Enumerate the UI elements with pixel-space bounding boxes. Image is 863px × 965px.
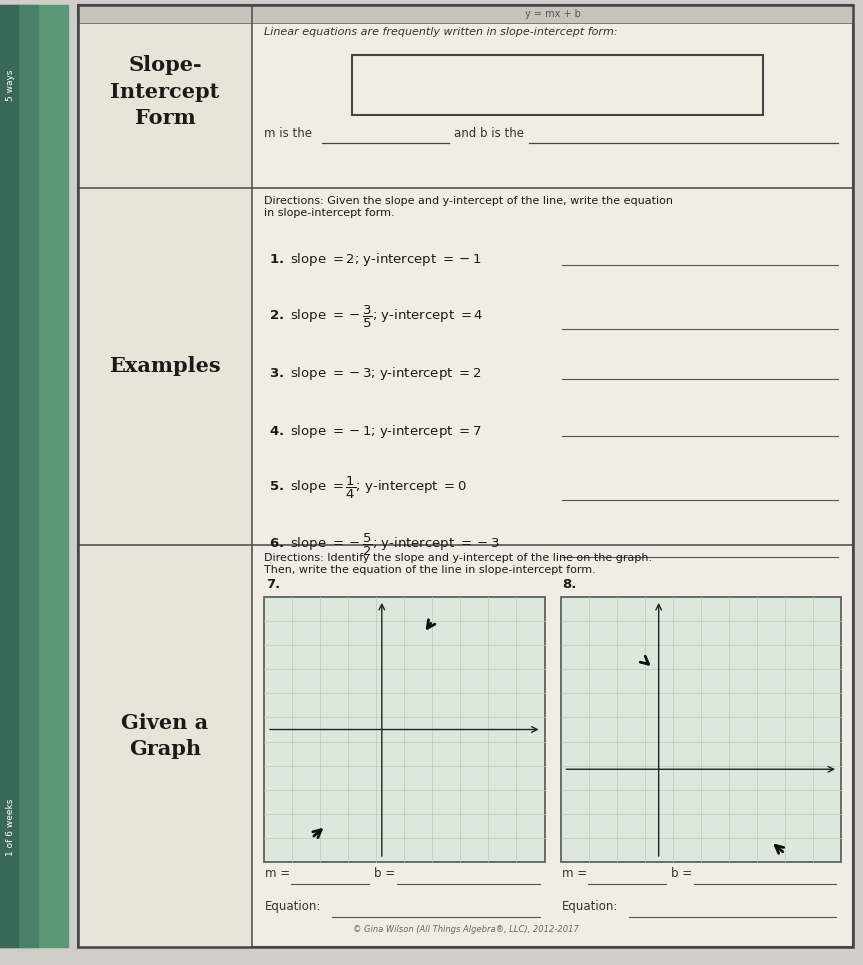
Text: m is the: m is the: [264, 127, 312, 140]
Text: $\mathbf{2.}$ slope $= -\dfrac{3}{5}$; y-intercept $= 4$: $\mathbf{2.}$ slope $= -\dfrac{3}{5}$; y…: [269, 304, 483, 330]
Text: $\mathbf{4.}$ slope $= -1$; y-intercept $= 7$: $\mathbf{4.}$ slope $= -1$; y-intercept …: [269, 423, 482, 439]
Text: Given a
Graph: Given a Graph: [122, 713, 209, 759]
Text: Equation:: Equation:: [265, 900, 321, 913]
Text: Linear equations are frequently written in slope-intercept form:: Linear equations are frequently written …: [264, 27, 618, 37]
Text: 5 ways: 5 ways: [5, 69, 15, 100]
Bar: [78, 5, 853, 947]
Text: 1 of 6 weeks: 1 of 6 weeks: [5, 798, 15, 856]
Text: $\mathbf{3.}$ slope $= -3$; y-intercept $= 2$: $\mathbf{3.}$ slope $= -3$; y-intercept …: [269, 366, 482, 382]
Text: Examples: Examples: [110, 356, 221, 376]
Bar: [264, 597, 545, 862]
Text: Slope-
Intercept
Form: Slope- Intercept Form: [110, 55, 219, 128]
Bar: [78, 5, 252, 188]
Text: © Gina Wilson (All Things Algebra®, LLC), 2012-2017: © Gina Wilson (All Things Algebra®, LLC)…: [353, 924, 578, 933]
Bar: [352, 55, 763, 115]
Text: b =: b =: [374, 867, 395, 880]
Text: m =: m =: [265, 867, 290, 880]
Bar: [78, 5, 853, 23]
Text: Directions: Identify the slope and y-intercept of the line on the graph.
Then, w: Directions: Identify the slope and y-int…: [264, 553, 652, 574]
Text: m =: m =: [562, 867, 587, 880]
Text: $\mathbf{1.}$ slope $= 2$; y-intercept $= -1$: $\mathbf{1.}$ slope $= 2$; y-intercept $…: [269, 252, 482, 268]
Text: y = mx + b: y = mx + b: [525, 9, 581, 19]
Text: Equation:: Equation:: [562, 900, 618, 913]
Text: and b is the: and b is the: [454, 127, 524, 140]
Text: 8.: 8.: [563, 578, 576, 591]
Text: b =: b =: [671, 867, 691, 880]
Text: $\mathbf{5.}$ slope $= \dfrac{1}{4}$; y-intercept $= 0$: $\mathbf{5.}$ slope $= \dfrac{1}{4}$; y-…: [269, 475, 467, 501]
Bar: [78, 188, 252, 545]
Bar: [560, 597, 841, 862]
Bar: [78, 545, 252, 947]
Text: Directions: Given the slope and y-intercept of the line, write the equation
in s: Directions: Given the slope and y-interc…: [264, 196, 673, 217]
Text: $\mathbf{6.}$ slope $= -\dfrac{5}{2}$; y-intercept $= -3$: $\mathbf{6.}$ slope $= -\dfrac{5}{2}$; y…: [269, 532, 500, 558]
Bar: [78, 5, 853, 947]
Text: 7.: 7.: [266, 578, 280, 591]
